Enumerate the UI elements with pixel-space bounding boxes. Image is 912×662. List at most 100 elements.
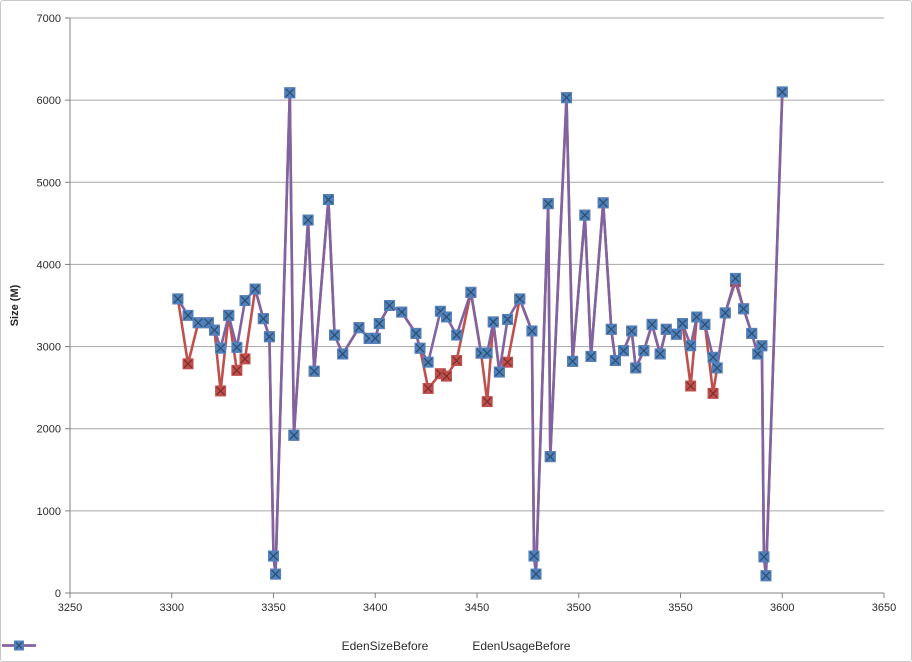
legend-label-edenusagebefore: EdenUsageBefore	[472, 639, 571, 653]
marker-cross-icon	[627, 326, 637, 336]
marker-cross-icon	[678, 319, 687, 328]
marker-cross-icon	[494, 367, 504, 377]
marker-cross-icon	[374, 319, 384, 328]
marker-cross-icon	[216, 386, 226, 396]
marker-cross-icon	[452, 330, 462, 340]
y-tick-label: 3000	[37, 342, 61, 354]
x-tick-label: 3450	[465, 602, 489, 614]
x-tick-label: 3300	[160, 602, 184, 614]
marker-cross-icon	[580, 210, 590, 220]
marker-cross-icon	[309, 366, 319, 376]
marker-cross-icon	[639, 346, 649, 356]
marker-cross-icon	[442, 371, 451, 381]
marker-cross-icon	[655, 349, 665, 359]
marker-cross-icon	[370, 333, 380, 343]
marker-cross-icon	[619, 346, 628, 356]
marker-cross-icon	[543, 199, 553, 209]
x-tick-label: 3550	[668, 602, 692, 614]
marker-cross-icon	[423, 357, 433, 367]
marker-cross-icon	[606, 324, 616, 334]
marker-cross-icon	[747, 329, 757, 338]
marker-cross-icon	[686, 381, 696, 391]
marker-cross-icon	[269, 551, 278, 561]
marker-cross-icon	[672, 329, 681, 339]
marker-cross-icon	[183, 310, 193, 320]
marker-cross-icon	[397, 307, 407, 317]
marker-cross-icon	[488, 317, 498, 327]
marker-cross-icon	[193, 318, 203, 328]
marker-cross-icon	[435, 306, 445, 316]
marker-cross-icon	[529, 551, 539, 561]
x-tick-label: 3600	[770, 602, 794, 614]
x-tick-label: 3650	[872, 602, 896, 614]
marker-cross-icon	[708, 352, 718, 362]
marker-cross-icon	[303, 215, 313, 225]
y-tick-label: 0	[55, 588, 61, 600]
marker-cross-icon	[777, 87, 787, 97]
marker-cross-icon	[240, 354, 250, 364]
marker-cross-icon	[265, 332, 274, 342]
y-tick-label: 1000	[37, 506, 61, 518]
marker-cross-icon	[324, 195, 333, 204]
marker-cross-icon	[411, 329, 421, 338]
marker-cross-icon	[661, 324, 671, 334]
marker-cross-icon	[385, 301, 394, 310]
marker-cross-icon	[708, 388, 718, 398]
marker-cross-icon	[700, 319, 710, 329]
y-tick-label: 6000	[37, 95, 61, 107]
marker-cross-icon	[712, 363, 722, 373]
marker-cross-icon	[442, 312, 451, 322]
marker-cross-icon	[545, 452, 555, 462]
marker-cross-icon	[338, 349, 348, 359]
marker-cross-icon	[232, 342, 242, 352]
marker-cross-icon	[757, 341, 767, 351]
marker-cross-icon	[503, 357, 512, 367]
marker-cross-icon	[210, 325, 219, 335]
x-tick-label: 3500	[567, 602, 591, 614]
y-tick-label: 2000	[37, 424, 61, 436]
marker-cross-icon	[250, 284, 260, 294]
marker-cross-icon	[739, 304, 749, 314]
marker-cross-icon	[503, 315, 512, 324]
marker-cross-icon	[598, 198, 608, 208]
marker-cross-icon	[224, 310, 234, 320]
marker-cross-icon	[759, 552, 769, 562]
marker-cross-icon	[415, 343, 425, 353]
marker-cross-icon	[531, 569, 541, 579]
marker-cross-icon	[631, 363, 641, 373]
x-tick-label: 3350	[261, 602, 285, 614]
marker-cross-icon	[183, 359, 193, 369]
marker-cross-icon	[562, 93, 571, 103]
x-tick-label: 3400	[363, 602, 387, 614]
marker-cross-icon	[285, 88, 295, 98]
marker-cross-icon	[753, 349, 763, 359]
marker-cross-icon	[482, 397, 492, 407]
marker-cross-icon	[289, 430, 299, 440]
legend-item-edensizebefore: EdenSizeBefore	[2, 639, 428, 653]
chart-legend: EdenSizeBefore EdenUsageBefore	[1, 639, 911, 653]
marker-cross-icon	[647, 319, 657, 329]
y-tick-label: 4000	[37, 259, 61, 271]
marker-cross-icon	[527, 326, 537, 336]
marker-cross-icon	[423, 384, 433, 393]
marker-cross-icon	[173, 294, 183, 304]
marker-cross-icon	[330, 330, 339, 340]
marker-cross-icon	[761, 571, 771, 581]
axes: 0 1000 2000 3000 4000 5000 6000 7000 3250 3300 335…	[37, 13, 897, 614]
y-tick-label: 5000	[37, 177, 61, 189]
marker-cross-icon	[720, 308, 730, 318]
marker-cross-icon	[731, 273, 740, 283]
marker-cross-icon	[466, 287, 476, 297]
marker-cross-icon	[686, 341, 696, 351]
marker-cross-icon	[258, 314, 268, 324]
series-markers-edenusagebefore	[172, 86, 788, 582]
marker-cross-icon	[515, 294, 525, 304]
marker-cross-icon	[586, 352, 596, 361]
legend-item-edenusagebefore: EdenUsageBefore	[2, 639, 571, 653]
y-tick-label: 7000	[37, 13, 61, 25]
marker-cross-icon	[482, 348, 492, 358]
marker-cross-icon	[232, 365, 242, 375]
series-edenusagebefore	[172, 86, 788, 582]
